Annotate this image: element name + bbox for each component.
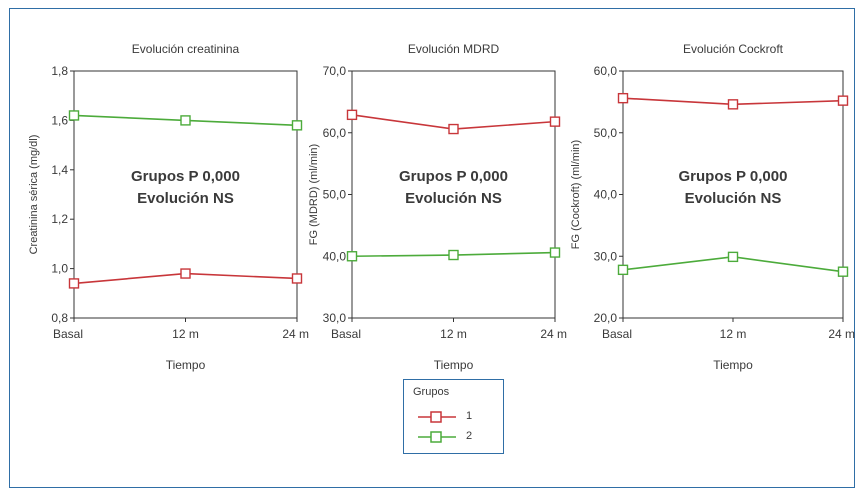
y-axis-label: FG (Cockroft) (ml/min) bbox=[570, 140, 582, 249]
y-tick-label: 50,0 bbox=[323, 188, 347, 202]
y-axis-label: FG (MDRD) (ml/min) bbox=[308, 144, 320, 245]
data-point-series-1 bbox=[727, 99, 739, 110]
annotation-line-1: Grupos P 0,000 bbox=[131, 168, 240, 185]
y-tick-label: 30,0 bbox=[323, 311, 347, 325]
figure-frame bbox=[9, 8, 855, 488]
x-axis-label: Tiempo bbox=[166, 358, 206, 372]
data-point-series-1 bbox=[617, 92, 629, 104]
data-point-series-1 bbox=[549, 116, 561, 127]
legend-title: Grupos bbox=[413, 386, 450, 398]
legend-item-1: 1 bbox=[416, 409, 501, 425]
legend-swatch-1 bbox=[418, 411, 456, 423]
y-tick-label: 40,0 bbox=[323, 249, 347, 263]
y-tick-label: 0,8 bbox=[51, 311, 68, 325]
y-tick-label: 1,2 bbox=[51, 212, 68, 226]
x-axis-label: Tiempo bbox=[434, 358, 474, 372]
data-point-series-1 bbox=[68, 278, 80, 289]
data-point-series-2 bbox=[837, 266, 849, 277]
y-tick-label: 1,8 bbox=[51, 64, 68, 78]
y-tick-label: 1,4 bbox=[51, 163, 68, 177]
annotation-line-2: Evolución NS bbox=[405, 190, 502, 207]
y-tick-label: 20,0 bbox=[594, 311, 618, 325]
x-tick-label: Basal bbox=[602, 327, 632, 341]
annotation-line-1: Grupos P 0,000 bbox=[399, 168, 508, 185]
annotation-line-1: Grupos P 0,000 bbox=[679, 168, 788, 185]
data-point-series-2 bbox=[291, 120, 303, 131]
y-tick-label: 1,0 bbox=[51, 262, 68, 276]
data-point-series-2 bbox=[68, 110, 80, 121]
data-point-series-2 bbox=[617, 264, 629, 276]
legend-swatch-2 bbox=[418, 431, 456, 443]
x-tick-label: 24 m bbox=[282, 327, 309, 341]
data-point-series-1 bbox=[448, 123, 459, 135]
data-point-series-1 bbox=[346, 109, 358, 121]
x-tick-label: 24 m bbox=[540, 327, 567, 341]
x-tick-label: 12 m bbox=[440, 327, 467, 341]
y-axis-label: Creatinina sérica (mg/dl) bbox=[28, 135, 40, 255]
data-point-series-2 bbox=[549, 247, 561, 258]
y-tick-label: 30,0 bbox=[594, 249, 618, 263]
x-tick-label: 24 m bbox=[828, 327, 855, 341]
annotation-line-2: Evolución NS bbox=[685, 190, 782, 207]
legend-item-2: 2 bbox=[416, 429, 501, 445]
y-tick-label: 70,0 bbox=[323, 64, 347, 78]
x-tick-label: Basal bbox=[331, 327, 361, 341]
chart-title: Evolución creatinina bbox=[132, 42, 240, 56]
x-tick-label: 12 m bbox=[172, 327, 199, 341]
y-tick-label: 60,0 bbox=[594, 64, 618, 78]
y-tick-label: 1,6 bbox=[51, 113, 68, 127]
legend-label-1: 1 bbox=[466, 410, 473, 422]
x-axis-label: Tiempo bbox=[713, 358, 753, 372]
data-point-series-2 bbox=[346, 251, 358, 262]
data-point-series-1 bbox=[291, 273, 303, 284]
legend-label-2: 2 bbox=[466, 430, 473, 442]
x-tick-label: Basal bbox=[53, 327, 83, 341]
x-tick-label: 12 m bbox=[720, 327, 747, 341]
y-tick-label: 40,0 bbox=[594, 188, 618, 202]
legend: Grupos 1 2 bbox=[403, 379, 504, 454]
chart-title: Evolución Cockroft bbox=[683, 42, 784, 56]
y-tick-label: 60,0 bbox=[323, 126, 347, 140]
annotation-line-2: Evolución NS bbox=[137, 190, 234, 207]
data-point-series-2 bbox=[180, 115, 191, 126]
data-point-series-2 bbox=[448, 249, 459, 261]
y-tick-label: 50,0 bbox=[594, 126, 618, 140]
data-point-series-2 bbox=[727, 251, 739, 263]
data-point-series-1 bbox=[837, 95, 849, 106]
data-point-series-1 bbox=[180, 268, 191, 279]
chart-title: Evolución MDRD bbox=[408, 42, 500, 56]
